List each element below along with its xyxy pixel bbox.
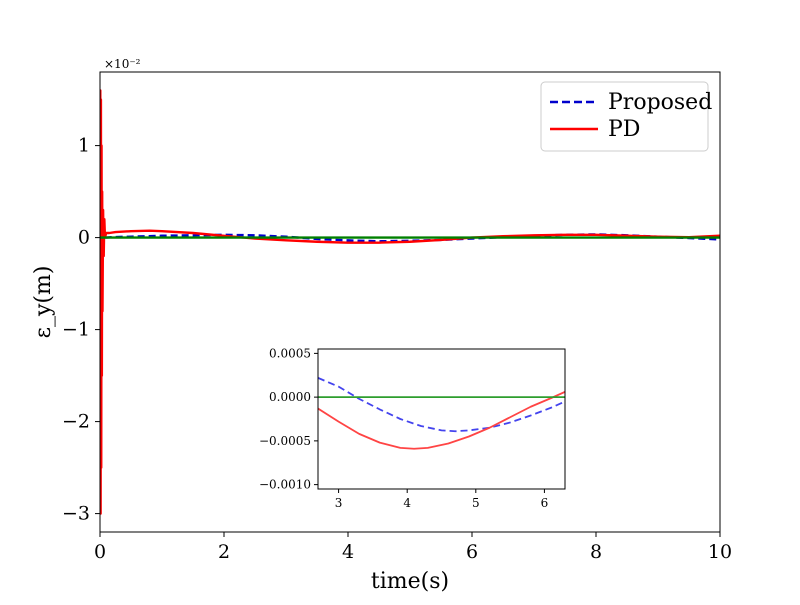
- y-scale-label: ×10⁻²: [104, 57, 141, 71]
- main-x-tick-label: 0: [94, 541, 106, 563]
- main-series-pd-line: [100, 89, 720, 515]
- legend-label-proposed: Proposed: [608, 90, 712, 115]
- main-ticks: 0 2 4 6 8 10 −3 −2 −1 0 1: [62, 135, 732, 563]
- inset-series-proposed-line: [318, 377, 565, 433]
- main-y-tick-label: −3: [62, 503, 90, 525]
- y-axis-label: ε_y(m): [31, 266, 56, 339]
- main-y-tick-label: 1: [78, 135, 90, 157]
- main-x-tick-label: 2: [218, 541, 230, 563]
- inset-y-tick-label: −0.0005: [259, 434, 311, 448]
- main-x-tick-label: 4: [342, 541, 354, 563]
- inset-y-tick-label: 0.0000: [269, 390, 311, 404]
- inset-y-tick-label: 0.0005: [269, 346, 311, 360]
- main-y-tick-label: −1: [62, 319, 90, 341]
- inset-x-tick-label: 6: [541, 496, 549, 510]
- inset-x-tick-label: 3: [335, 496, 343, 510]
- main-plot-area: [100, 89, 720, 515]
- main-y-tick-label: −2: [62, 411, 90, 433]
- x-axis-label: time(s): [371, 569, 449, 594]
- inset-x-tick-label: 4: [403, 496, 411, 510]
- inset-series-pd-line: [318, 391, 565, 450]
- main-x-tick-label: 8: [590, 541, 602, 563]
- main-axes-frame: [99, 71, 721, 533]
- inset-ticks: 3 4 5 6 −0.0010 −0.0005 0.0000 0.0005: [259, 346, 548, 510]
- inset-plot-area: [318, 377, 565, 450]
- main-x-tick-label: 6: [466, 541, 478, 563]
- inset-background: [318, 349, 565, 489]
- inset-axes-frame: [317, 348, 566, 490]
- main-x-tick-label: 10: [708, 541, 732, 563]
- legend-box: [540, 81, 709, 152]
- inset-y-tick-label: −0.0010: [259, 478, 311, 492]
- legend-label-pd: PD: [608, 117, 640, 142]
- legend: Proposed PD: [540, 81, 712, 152]
- main-y-tick-label: 0: [78, 227, 90, 249]
- inset-x-tick-label: 5: [472, 496, 480, 510]
